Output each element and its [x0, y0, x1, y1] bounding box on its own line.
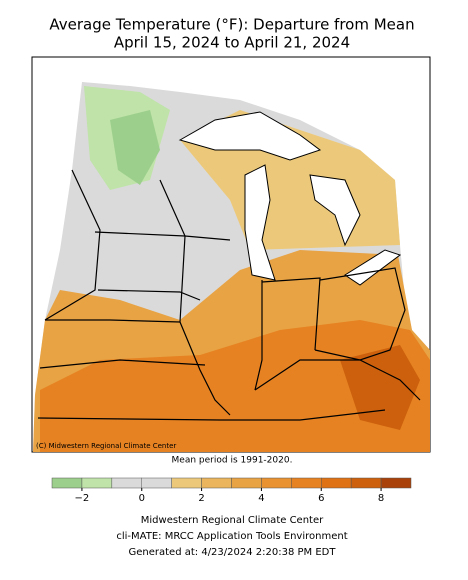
lake-michigan: [244, 164, 276, 281]
region-hot: [340, 345, 420, 430]
colorbar-tick-label: 0: [139, 493, 145, 504]
lake-superior: [178, 111, 322, 161]
footer-line: Midwestern Regional Climate Center: [141, 515, 324, 526]
footer-line: Generated at: 4/23/2024 2:20:38 PM EDT: [129, 547, 337, 558]
colorbar-tick-label: 2: [198, 493, 204, 504]
title: Average Temperature (°F): Departure from…: [49, 16, 414, 34]
subtitle: April 15, 2024 to April 21, 2024: [114, 34, 350, 52]
region-green-dark: [110, 110, 160, 185]
footer-line: cli-MATE: MRCC Application Tools Environ…: [116, 531, 347, 542]
colorbar-bin: [141, 477, 172, 489]
lake-huron: [309, 174, 361, 247]
colorbar-bin: [380, 477, 412, 489]
credit: (C) Midwestern Regional Climate Center: [36, 442, 176, 450]
colorbar-bin: [321, 477, 352, 489]
colorbar-bin: [291, 477, 322, 489]
map: (C) Midwestern Regional Climate Center: [31, 56, 431, 453]
colorbar-bin: [350, 477, 382, 489]
colorbar-tick-label: 6: [318, 493, 324, 504]
colorbar-bin: [51, 477, 83, 489]
colorbar-bin: [81, 477, 113, 489]
colorbar: −2 0 2 4 6 8: [51, 477, 412, 504]
colorbar-bin: [231, 477, 262, 489]
mean-period: Mean period is 1991-2020.: [172, 456, 293, 466]
colorbar-bin: [171, 477, 202, 489]
colorbar-tick-label: 4: [258, 493, 264, 504]
colorbar-tick-label: 8: [378, 493, 384, 504]
colorbar-tick-label: −2: [75, 493, 90, 504]
colorbar-bin: [111, 477, 143, 489]
state-lines: [37, 169, 421, 421]
colorbar-bin: [261, 477, 292, 489]
lake-erie: [344, 249, 402, 286]
colorbar-bin: [201, 477, 232, 489]
